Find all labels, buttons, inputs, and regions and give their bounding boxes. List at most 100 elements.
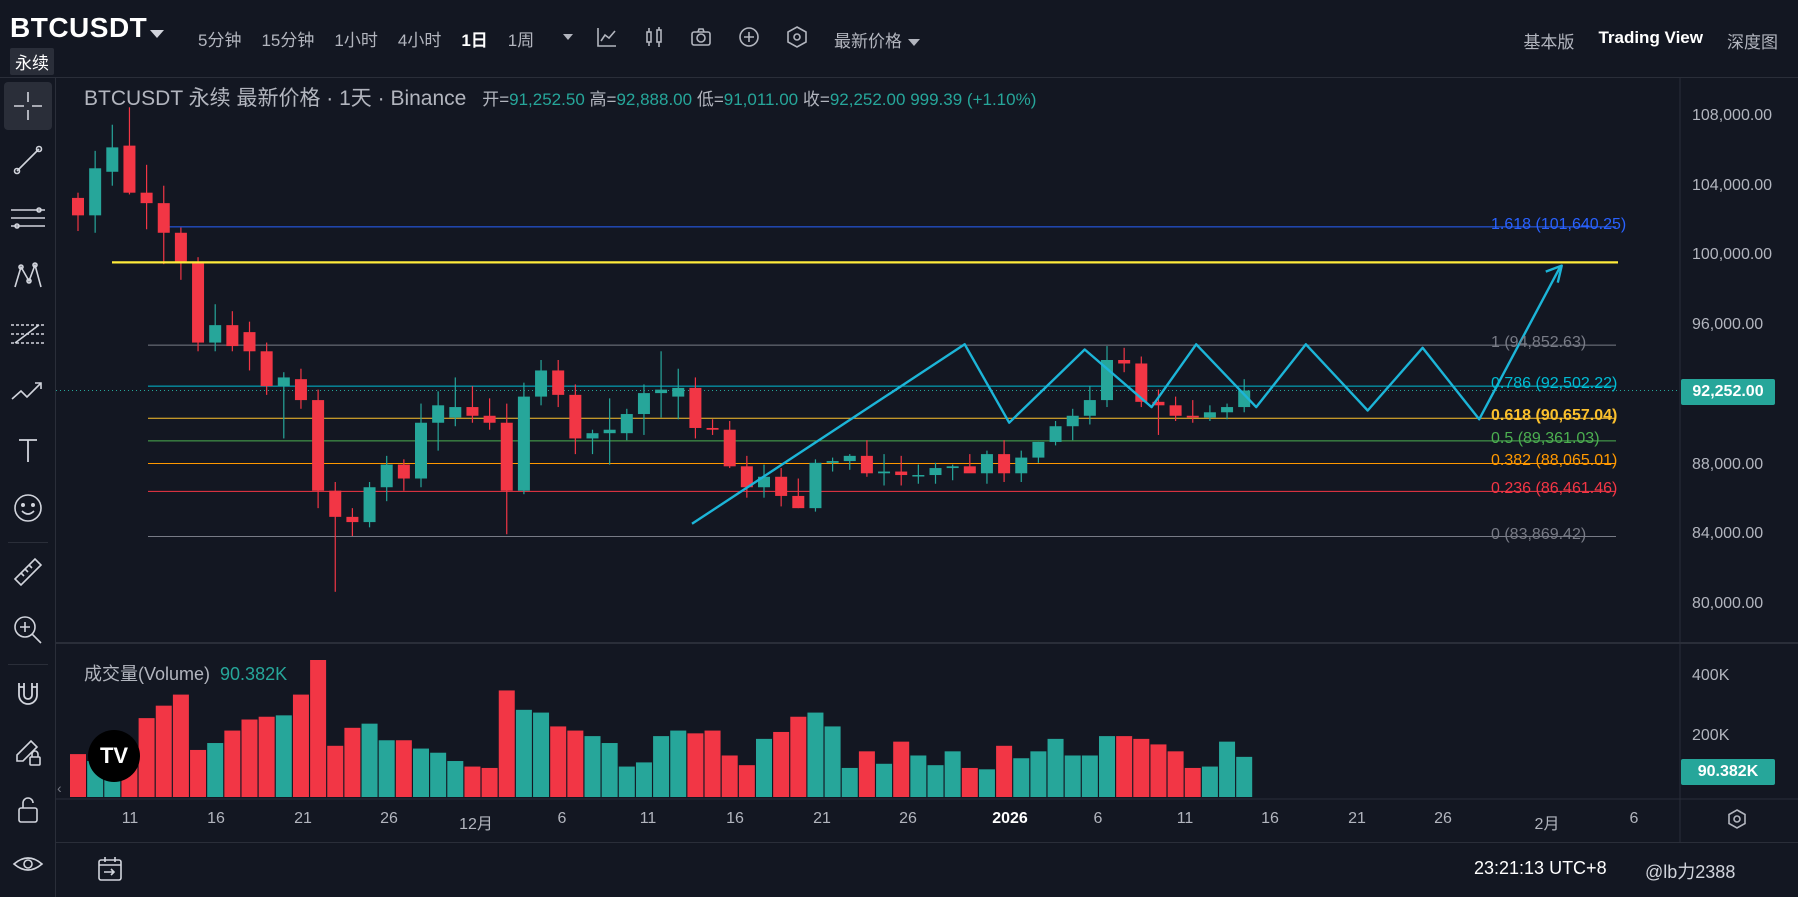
- volume-bar: [738, 765, 755, 797]
- lock-pencil-tool-icon[interactable]: [4, 728, 52, 776]
- volume-bar: [653, 736, 670, 797]
- volume-tick: 400K: [1692, 667, 1730, 684]
- emoji-tool-icon[interactable]: [4, 484, 52, 532]
- view-1[interactable]: Trading View: [1598, 28, 1703, 47]
- volume-bar: [172, 694, 189, 797]
- candle-body: [1032, 441, 1045, 458]
- user-drawings[interactable]: [112, 261, 1618, 525]
- volume-bar: [464, 766, 481, 797]
- fib-level-label: 0.618 (90,657.04): [1491, 407, 1618, 425]
- candle-body: [723, 429, 736, 467]
- fib-tool-icon[interactable]: [4, 310, 52, 358]
- tradingview-logo[interactable]: TV: [88, 730, 140, 782]
- volume-bar: [670, 730, 687, 797]
- volume-bar: [1167, 751, 1184, 797]
- interval-4[interactable]: 1日: [461, 31, 488, 50]
- time-tick: 21: [1348, 810, 1366, 827]
- volume-tick: 200K: [1692, 727, 1730, 744]
- camera-icon[interactable]: [688, 24, 714, 50]
- interval-3[interactable]: 4小时: [397, 31, 442, 50]
- settings-hex-icon[interactable]: [784, 24, 810, 50]
- volume-bar: [207, 743, 224, 797]
- price-type-label: 最新价格: [834, 32, 902, 51]
- time-tick: 26: [899, 810, 917, 827]
- ruler-tool-icon[interactable]: [4, 548, 52, 596]
- time-tick: 2月: [1534, 816, 1560, 833]
- indicators-icon[interactable]: [594, 24, 620, 50]
- time-axis[interactable]: 11 16 21 26 12月 6 11 16 21 26 2026 6 11 16 21 26 2月 6: [56, 800, 1680, 840]
- volume-bar: [533, 712, 550, 797]
- volume-bar: [138, 718, 155, 797]
- collapse-chevron-icon[interactable]: ‹: [57, 780, 62, 796]
- projection-tool-icon[interactable]: [4, 368, 52, 416]
- candle-body: [706, 427, 719, 430]
- watermark: @lb力2388: [1645, 862, 1736, 882]
- bottom-bar: [56, 842, 1798, 897]
- volume-bar: [1013, 758, 1030, 797]
- price-tick: 100,000.00: [1692, 246, 1773, 264]
- eye-tool-icon[interactable]: [4, 840, 52, 888]
- candle-body: [1118, 360, 1131, 364]
- top-bar: BTCUSDT 永续 5分钟 15分钟 1小时 4小时 1日 1周 最新价格 基本版 Tra…: [0, 0, 1798, 78]
- candle-body: [980, 454, 993, 474]
- volume-bar: [413, 748, 429, 797]
- price-tick: 88,000.00: [1692, 455, 1764, 473]
- volume-bar: [1099, 736, 1115, 797]
- clock[interactable]: 23:21:13 UTC+8: [1474, 858, 1607, 878]
- add-plus-icon[interactable]: [736, 24, 762, 50]
- change-value: 999.39 (+1.10%): [910, 90, 1037, 109]
- magnet-tool-icon[interactable]: [4, 670, 52, 718]
- date-range-icon[interactable]: [96, 855, 124, 888]
- volume-bar: [567, 730, 584, 797]
- interval-0[interactable]: 5分钟: [198, 31, 242, 50]
- time-tick: 11: [1176, 810, 1194, 827]
- interval-1[interactable]: 15分钟: [261, 31, 315, 50]
- axis-settings-icon[interactable]: [1726, 808, 1748, 835]
- candle-body: [483, 415, 496, 423]
- projection-arrow-head: [1545, 264, 1563, 283]
- view-0[interactable]: 基本版: [1523, 33, 1575, 52]
- candlesticks: [72, 107, 1251, 592]
- zoom-in-tool-icon[interactable]: [4, 606, 52, 654]
- price-tick: 104,000.00: [1692, 176, 1773, 194]
- price-type-dropdown[interactable]: 最新价格: [834, 27, 920, 52]
- volume-bar: [258, 716, 275, 797]
- ohlc-legend: BTCUSDT 永续 最新价格 · 1天 · Binance 开=91,252.…: [84, 82, 1036, 112]
- drawing-toolbar: [0, 78, 56, 897]
- candle-body: [466, 407, 479, 416]
- fib-level-label: 0.382 (88,065.01): [1491, 452, 1618, 470]
- candle-body: [758, 476, 770, 488]
- interval-dropdown-caret-icon[interactable]: [555, 24, 581, 50]
- time-tick: 16: [726, 810, 744, 827]
- crosshair-tool-icon[interactable]: [4, 82, 52, 130]
- candle-body: [415, 422, 427, 479]
- candle-body: [963, 466, 976, 474]
- fibonacci-retracement[interactable]: [56, 226, 1680, 538]
- symbol-dropdown-caret-icon[interactable]: [150, 30, 164, 38]
- lock-tool-icon[interactable]: [4, 786, 52, 834]
- text-tool-icon[interactable]: [4, 426, 52, 474]
- view-switcher: 基本版 Trading View 深度图: [1523, 28, 1778, 53]
- candle-body: [1101, 360, 1113, 401]
- candle-type-icon[interactable]: [641, 24, 667, 50]
- candle-body: [1203, 412, 1216, 418]
- volume-bar: [292, 694, 309, 797]
- interval-5[interactable]: 1周: [507, 31, 535, 50]
- horizontal-lines-tool-icon[interactable]: [4, 194, 52, 242]
- view-2[interactable]: 深度图: [1727, 33, 1778, 52]
- interval-2[interactable]: 1小时: [334, 31, 378, 50]
- projection-path: [691, 267, 1561, 525]
- toolbar-divider: [8, 664, 48, 665]
- volume-bar: [996, 745, 1013, 797]
- high-label: 高=: [589, 90, 617, 109]
- candle-body: [912, 475, 925, 477]
- pattern-tool-icon[interactable]: [4, 252, 52, 300]
- low-value: 91,011.00: [723, 90, 799, 109]
- toolbar-divider: [8, 542, 48, 543]
- volume-bar: [584, 736, 601, 797]
- candle-body: [346, 516, 359, 523]
- trendline-tool-icon[interactable]: [4, 136, 52, 184]
- symbol-title[interactable]: BTCUSDT: [10, 12, 148, 43]
- volume-bar: [310, 660, 327, 797]
